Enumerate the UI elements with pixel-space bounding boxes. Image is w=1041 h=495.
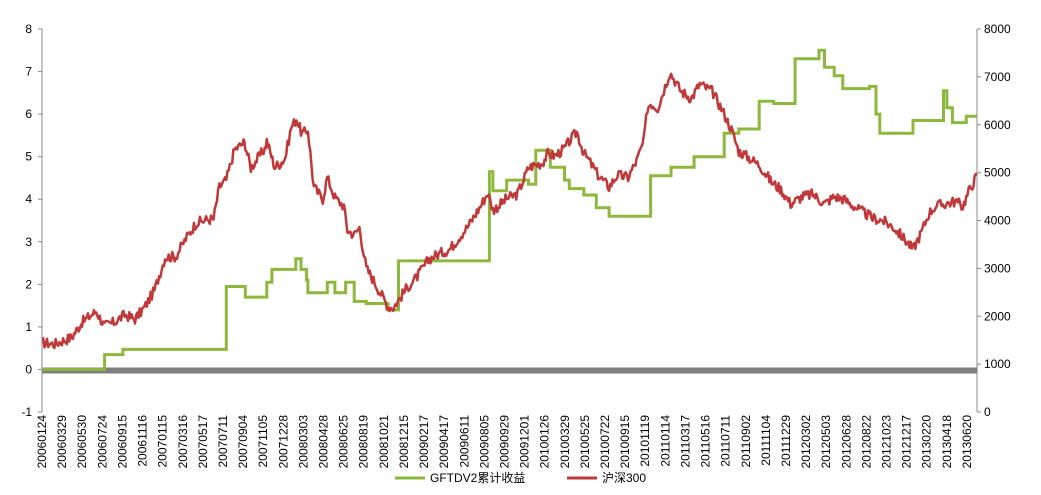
- x-tick-label: 20130418: [940, 415, 954, 469]
- x-tick-label: 20080625: [337, 415, 351, 469]
- legend: GFTDV2累计收益 沪深300: [395, 471, 646, 485]
- x-tick-label: 20100915: [618, 415, 632, 469]
- left-tick-label: 7: [25, 65, 32, 79]
- right-tick-label: 7000: [984, 70, 1011, 84]
- x-tick-label: 20060724: [95, 415, 109, 469]
- x-tick-label: 20060329: [55, 415, 69, 469]
- x-tick-label: 20090929: [497, 415, 511, 469]
- right-tick-label: 1000: [984, 357, 1011, 371]
- series-group: [41, 48, 978, 371]
- left-y-axis: -1 0 1 2 3 4 5 6 7 8: [21, 22, 43, 419]
- x-tick-label: 20111104: [759, 415, 773, 466]
- x-tick-label: 20130620: [960, 415, 974, 469]
- right-tick-label: 8000: [984, 22, 1011, 36]
- legend-label-gftdv2: GFTDV2累计收益: [430, 471, 525, 485]
- x-tick-label: 20100722: [598, 415, 612, 469]
- x-tick-label: 20110711: [719, 415, 733, 467]
- left-tick-label: 8: [25, 22, 32, 36]
- x-tick-label: 20100126: [538, 415, 552, 469]
- x-tick-label: 20080303: [296, 415, 310, 469]
- x-tick-label: 20130220: [920, 415, 934, 469]
- x-tick-label: 20090217: [417, 415, 431, 469]
- left-tick-label: 1: [25, 320, 32, 334]
- x-tick-label: 20100525: [578, 415, 592, 469]
- x-tick-label: 20091201: [518, 415, 532, 469]
- x-tick-label: 20110516: [699, 415, 713, 468]
- x-tick-label: 20070115: [156, 415, 170, 468]
- left-tick-label: 0: [25, 362, 32, 376]
- x-tick-label: 20090611: [457, 415, 471, 468]
- x-tick-label: 20071228: [276, 415, 290, 469]
- left-tick-label: 5: [25, 150, 32, 164]
- x-tick-label: 20080428: [317, 415, 331, 469]
- x-tick-label: 20100329: [558, 415, 572, 469]
- left-tick-label: -1: [21, 405, 32, 419]
- x-tick-label: 20070711: [216, 415, 230, 468]
- x-tick-label: 20070904: [236, 415, 250, 469]
- left-tick-label: 2: [25, 277, 32, 291]
- x-tick-label: 20090805: [477, 415, 491, 469]
- x-tick-label: 20110317: [678, 415, 692, 468]
- left-tick-label: 3: [25, 235, 32, 249]
- series-line-hs300: [41, 72, 978, 350]
- x-tick-label: 20060124: [35, 415, 49, 469]
- right-tick-label: 6000: [984, 118, 1011, 132]
- right-tick-label: 5000: [984, 166, 1011, 180]
- x-tick-label: 20120628: [839, 415, 853, 469]
- x-tick-label: 20070517: [196, 415, 210, 469]
- x-tick-label: 20120822: [859, 415, 873, 469]
- legend-label-hs300: 沪深300: [602, 471, 646, 485]
- x-axis: 20060124 20060329 20060530 20060724 20060915…: [35, 369, 974, 468]
- x-tick-label: 20120302: [799, 415, 813, 469]
- right-tick-label: 3000: [984, 261, 1011, 275]
- x-tick-label: 20071105: [256, 415, 270, 468]
- left-tick-label: 6: [25, 107, 32, 121]
- x-tick-label: 20061116: [136, 415, 150, 467]
- x-tick-label: 20110114: [658, 415, 672, 467]
- x-tick-label: 20121217: [900, 415, 914, 469]
- right-tick-label: 4000: [984, 214, 1011, 228]
- right-y-axis: 0 1000 2000 3000 4000 5000 6000 7000 8000: [976, 22, 1011, 419]
- left-tick-label: 4: [25, 192, 32, 206]
- x-tick-label: 20111229: [779, 415, 793, 467]
- x-tick-label: 20081215: [397, 415, 411, 469]
- x-tick-label: 20101119: [638, 415, 652, 467]
- x-tick-label: 20070316: [176, 415, 190, 469]
- x-tick-label: 20120503: [819, 415, 833, 469]
- series-line-gftdv2: [42, 48, 977, 371]
- x-tick-label: 20110902: [739, 415, 753, 468]
- right-tick-label: 0: [984, 405, 991, 419]
- x-tick-label: 20060530: [75, 415, 89, 469]
- x-tick-label: 20081021: [377, 415, 391, 469]
- x-tick-label: 20121023: [880, 415, 894, 469]
- x-tick-label: 20060915: [115, 415, 129, 469]
- right-tick-label: 2000: [984, 309, 1011, 323]
- x-tick-label: 20080819: [357, 415, 371, 469]
- x-tick-label: 20090417: [437, 415, 451, 469]
